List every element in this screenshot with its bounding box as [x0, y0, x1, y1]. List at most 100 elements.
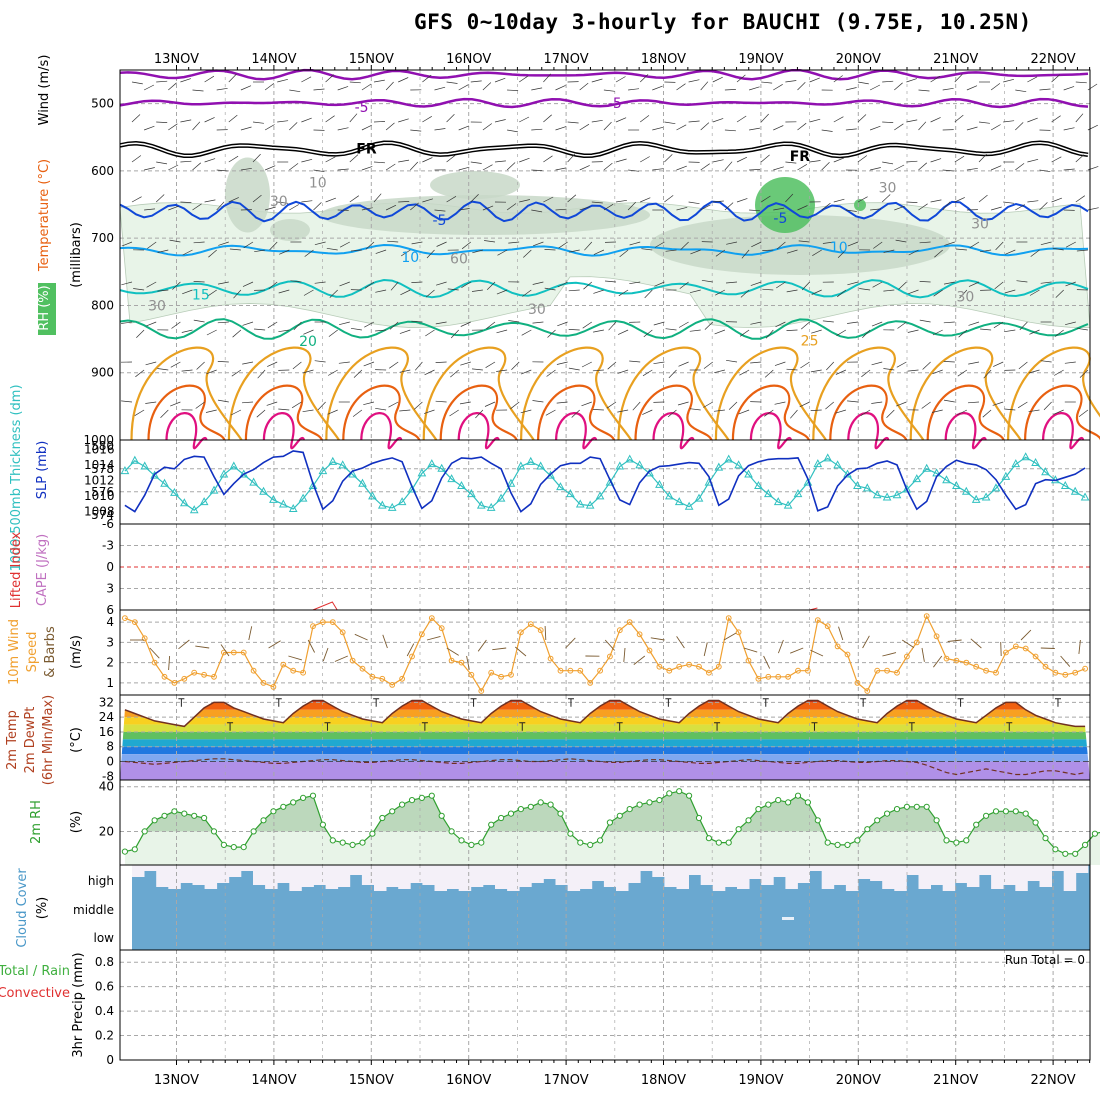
wind-barb: [918, 121, 927, 131]
wind-speed-point: [1052, 669, 1059, 676]
minmax-errorbar: [908, 722, 915, 731]
wind-barb: [642, 409, 653, 415]
wind-barb: [676, 83, 686, 91]
thickness-point: [259, 486, 268, 495]
wind-barb-10m: [633, 655, 646, 665]
wind-tick-label: 2: [106, 656, 114, 670]
wind-speed-point: [844, 651, 851, 658]
wind-barb-10m: [149, 647, 160, 659]
wind-barb: [604, 280, 617, 283]
thickness-point: [803, 477, 813, 486]
wind-barb: [264, 165, 276, 171]
wind-barb: [364, 281, 375, 289]
wind-barb: [703, 361, 714, 369]
wind-barb: [712, 200, 724, 203]
wind-barb: [157, 368, 169, 371]
bottom-date-label: 22NOV: [1031, 1073, 1076, 1088]
temperature-line: [124, 699, 1086, 728]
wind-barb: [617, 329, 629, 335]
warm-lobe-contour: [227, 346, 340, 441]
wind-barb: [228, 155, 239, 163]
wind-barb-10m: [477, 639, 487, 652]
wind-barb: [992, 401, 1004, 406]
minmax-errorbar: [957, 698, 964, 707]
wind-barb: [519, 116, 530, 123]
wind-barb: [773, 125, 784, 131]
rh-point: [488, 821, 495, 828]
minmax-errorbar: [227, 722, 234, 731]
rh-point: [656, 797, 663, 804]
wind-barb: [959, 289, 968, 299]
wind-barb: [680, 241, 689, 250]
wind-barb: [313, 169, 325, 173]
wind-barb: [388, 401, 399, 408]
wind-barb: [809, 160, 821, 163]
cloud-high-gap: [906, 865, 919, 875]
cloud-high-gap: [688, 865, 702, 875]
wind-speed-point: [626, 619, 633, 625]
thickness-point: [120, 466, 130, 475]
top-date-label: 14NOV: [251, 52, 296, 67]
thickness-point: [219, 469, 229, 478]
rh-point: [676, 788, 683, 795]
wind-barb: [206, 329, 217, 336]
rh-point: [646, 799, 653, 806]
wind-barb: [400, 249, 411, 257]
wind-barb: [881, 194, 891, 203]
wind-barb: [507, 89, 519, 91]
wind-barb: [168, 164, 179, 171]
thickness-point: [160, 478, 169, 487]
panel-frames: [119, 65, 1091, 1065]
minmax-errorbar: [1006, 722, 1013, 731]
cloud-high-gap: [930, 865, 944, 885]
rh-point: [1022, 810, 1029, 817]
wind-barb: [836, 329, 847, 336]
wind-barb: [724, 129, 736, 132]
wind-barb: [471, 289, 483, 292]
wind-barb: [1015, 204, 1025, 211]
wind-barb: [653, 321, 665, 326]
rh-point: [824, 839, 831, 846]
wind-barb: [435, 361, 447, 363]
temp-band-fill: [120, 702, 1090, 710]
rh-point: [695, 814, 703, 822]
precip-total-label: Total / Rain: [0, 964, 70, 979]
thickness-point: [734, 460, 743, 469]
minmax-errorbar: [762, 698, 769, 707]
wind-barb: [797, 164, 808, 171]
slp-series-line: [124, 450, 1086, 513]
wind-barb: [567, 194, 577, 203]
wind-barb: [942, 201, 951, 211]
wind-barb: [968, 321, 980, 326]
wind-barb: [1015, 122, 1024, 131]
thickness-point: [179, 498, 189, 507]
wind-barb: [349, 195, 360, 203]
wind-barb: [883, 368, 895, 371]
wind-barb: [532, 281, 544, 285]
rh-point: [171, 808, 178, 815]
wind-barb: [700, 163, 710, 171]
wind-barb: [906, 78, 918, 83]
wind-barb-10m: [515, 646, 527, 657]
wind-barb: [545, 409, 556, 416]
wind-barb: [584, 241, 593, 251]
wind-barb: [1015, 163, 1025, 171]
contour-label: 15: [192, 288, 210, 304]
cloud-high-gap: [301, 865, 314, 887]
wind-barb-10m: [178, 639, 190, 650]
wind-speed-point: [131, 619, 138, 625]
temp-tick-label: 0: [106, 755, 114, 769]
wind-barb: [897, 321, 907, 329]
thickness-point: [625, 454, 635, 463]
rh-point: [953, 839, 960, 846]
wind-barb: [1027, 158, 1039, 163]
wind-barb: [714, 329, 726, 335]
wind-barb: [240, 126, 252, 131]
rh-point: [270, 808, 277, 815]
wind-barb: [871, 361, 883, 366]
top-date-label: 21NOV: [933, 52, 978, 67]
wind-speed-point: [280, 661, 287, 668]
temp-tick-label: 24: [99, 710, 114, 724]
top-date-label: 15NOV: [349, 52, 394, 67]
wind-barb: [833, 198, 845, 203]
